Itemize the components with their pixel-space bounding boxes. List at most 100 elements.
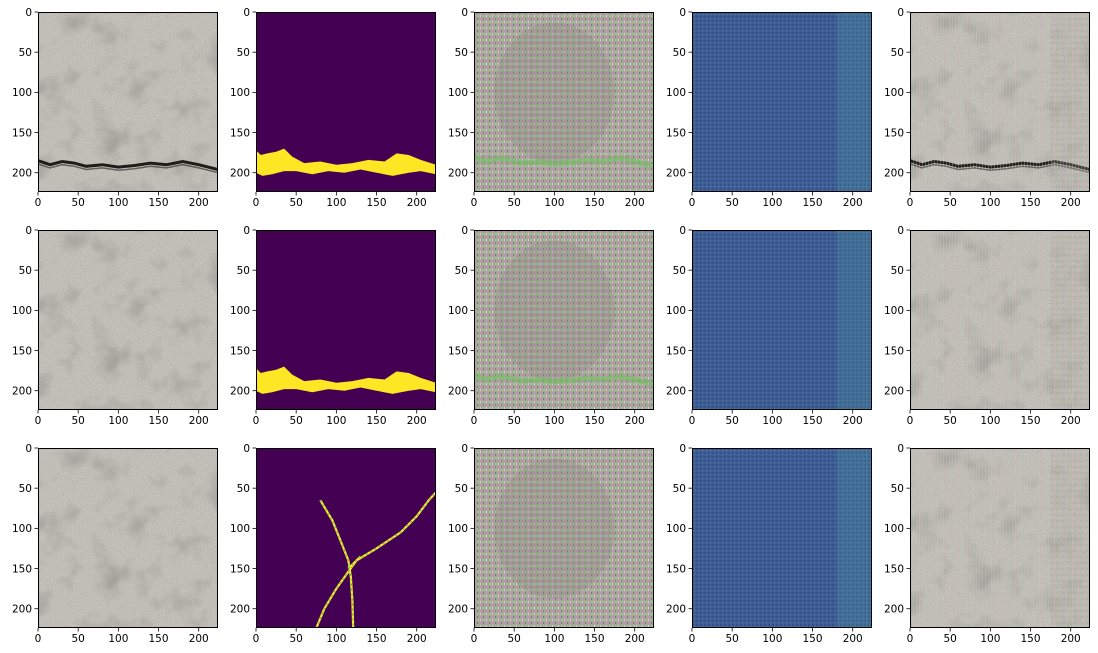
x-tick-label: 50: [71, 415, 84, 427]
x-tick-label: 50: [725, 197, 738, 209]
x-tick-label: 150: [149, 415, 169, 427]
x-tick-label: 100: [326, 415, 346, 427]
y-tick-label: 200: [448, 604, 468, 616]
axes-frame: [692, 230, 872, 410]
blurred-blob: [494, 22, 615, 163]
x-tick-label: 50: [725, 415, 738, 427]
x-tick-label: 100: [762, 415, 782, 427]
y-tick-label: 150: [884, 345, 904, 357]
concrete-texture: [38, 448, 218, 628]
x-tick-label: 150: [803, 415, 823, 427]
overlay-artifact-band: [1050, 230, 1090, 410]
x-tick-label: 0: [253, 633, 260, 645]
x-tick-label: 0: [35, 197, 42, 209]
y-tick-label: 0: [243, 443, 250, 455]
y-tick-label: 200: [884, 604, 904, 616]
subplot-r1-c2: 0 50 100 150 200 0 50 100 150 200: [448, 225, 654, 427]
y-tick-label: 100: [12, 523, 32, 535]
y-tick-label: 150: [884, 127, 904, 139]
y-tick-label: 100: [666, 523, 686, 535]
y-tick-label: 200: [884, 168, 904, 180]
reconstruction-noise: [474, 448, 654, 628]
x-tick-label: 0: [471, 633, 478, 645]
y-tick-label: 50: [455, 483, 468, 495]
x-tick-label: 150: [149, 633, 169, 645]
x-tick-label: 150: [1021, 197, 1041, 209]
axes-frame: [474, 12, 654, 192]
y-tick-label: 200: [12, 168, 32, 180]
crack-branch-edge: [319, 499, 354, 628]
y-tick-label: 50: [891, 483, 904, 495]
x-tick-label: 50: [943, 415, 956, 427]
y-tick-label: 0: [679, 225, 686, 237]
x-tick-label: 150: [1021, 633, 1041, 645]
x-tick-label: 200: [625, 197, 645, 209]
y-tick-label: 50: [673, 47, 686, 59]
x-tick-label: 50: [289, 415, 302, 427]
feature-map-blue: [692, 448, 872, 628]
subplot-r1-c3: 0 50 100 150 200 0 50 100 150 200: [666, 225, 872, 427]
y-tick-label: 100: [230, 523, 250, 535]
x-tick-label: 200: [407, 197, 427, 209]
axes-frame: [38, 230, 218, 410]
x-tick-label: 50: [507, 633, 520, 645]
y-tick-label: 150: [230, 345, 250, 357]
x-tick-label: 100: [544, 197, 564, 209]
x-tick-label: 100: [108, 415, 128, 427]
y-tick-label: 150: [884, 563, 904, 575]
x-tick-label: 100: [980, 415, 1000, 427]
concrete-photo: [38, 448, 218, 628]
y-tick-label: 200: [666, 604, 686, 616]
subplot-r2-c0: 0 50 100 150 200 0 50 100 150 200: [12, 443, 218, 645]
x-tick-label: 100: [108, 633, 128, 645]
x-tick-label: 200: [843, 415, 863, 427]
y-tick-label: 200: [666, 386, 686, 398]
feature-band: [836, 448, 872, 628]
subplot-r0-c2: 0 50 100 150 200 0 50 100 150 200: [448, 7, 654, 209]
noise-texture: [474, 448, 654, 628]
y-tick-label: 100: [230, 305, 250, 317]
subplot-r1-c0: 0 50 100 150 200 0 50 100 150 200: [12, 225, 218, 427]
y-tick-label: 150: [666, 345, 686, 357]
x-tick-label: 100: [326, 633, 346, 645]
y-tick-label: 150: [12, 127, 32, 139]
overlay-photo: [910, 230, 1090, 410]
overlay-artifact-band: [1050, 12, 1090, 192]
x-tick-label: 50: [943, 633, 956, 645]
y-tick-label: 100: [448, 305, 468, 317]
x-tick-label: 0: [907, 415, 914, 427]
y-tick-label: 200: [230, 604, 250, 616]
x-tick-label: 150: [585, 415, 605, 427]
axes-frame: [692, 448, 872, 628]
y-tick-label: 200: [884, 386, 904, 398]
x-tick-label: 50: [943, 197, 956, 209]
y-tick-label: 0: [897, 7, 904, 19]
x-tick-label: 0: [907, 633, 914, 645]
x-tick-label: 100: [980, 633, 1000, 645]
y-tick-label: 0: [897, 443, 904, 455]
feature-band: [836, 12, 872, 192]
y-tick-label: 0: [679, 7, 686, 19]
x-tick-label: 200: [625, 415, 645, 427]
y-tick-label: 100: [448, 87, 468, 99]
y-tick-label: 200: [230, 168, 250, 180]
y-tick-label: 0: [25, 443, 32, 455]
y-tick-label: 200: [230, 386, 250, 398]
x-tick-label: 150: [367, 197, 387, 209]
y-tick-label: 50: [455, 265, 468, 277]
y-tick-label: 150: [666, 127, 686, 139]
overlay-photo: [910, 12, 1090, 192]
x-tick-label: 200: [1061, 633, 1081, 645]
y-tick-label: 150: [448, 345, 468, 357]
reconstruction-noise: [474, 12, 654, 192]
x-tick-label: 200: [407, 415, 427, 427]
x-tick-label: 200: [843, 633, 863, 645]
y-tick-label: 50: [891, 47, 904, 59]
crack-branch-edge: [315, 491, 436, 628]
x-tick-label: 50: [507, 197, 520, 209]
y-tick-label: 0: [461, 443, 468, 455]
y-tick-label: 100: [884, 305, 904, 317]
y-tick-label: 50: [237, 265, 250, 277]
mask-background: [256, 448, 436, 628]
